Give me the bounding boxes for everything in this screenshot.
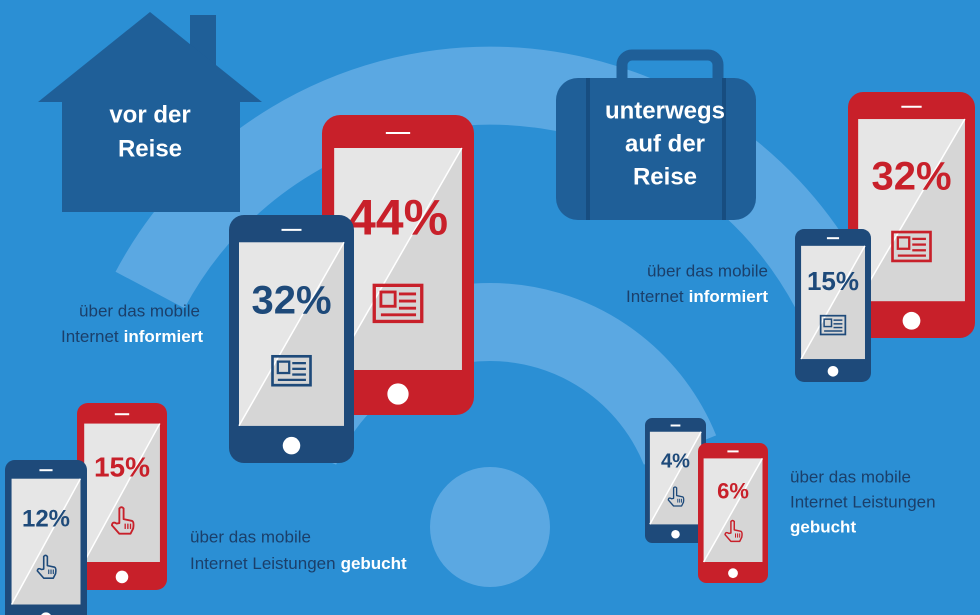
percentage: 15% [94, 452, 150, 483]
percentage: 12% [22, 506, 70, 533]
home-button [728, 568, 738, 578]
caption: Internet [626, 287, 684, 306]
phone: 6% [698, 443, 768, 583]
home-button [828, 366, 839, 377]
phone: 4% [645, 418, 706, 543]
caption: Internet informiert [61, 327, 203, 346]
percentage: 6% [717, 478, 749, 503]
caption-bold: gebucht [341, 554, 407, 573]
caption: über das mobile [790, 467, 911, 486]
caption-bold: gebucht [790, 517, 856, 536]
caption-bold: informiert [689, 287, 769, 306]
home-button [116, 571, 129, 584]
caption: über das mobile [79, 301, 200, 320]
caption: Internet informiert [626, 287, 768, 306]
caption-bold: informiert [124, 327, 204, 346]
percentage: 15% [807, 266, 859, 296]
phone: 32% [229, 215, 354, 463]
home-button [903, 312, 921, 330]
caption: Internet Leistungen [790, 492, 936, 511]
title-line: Reise [118, 135, 182, 162]
infographic: vor der Reise unterwegs auf der Reise üb… [0, 0, 980, 615]
percentage: 44% [348, 189, 448, 245]
caption: über das mobile [647, 261, 768, 280]
title-line: vor der [109, 101, 190, 128]
title-line: auf der [625, 130, 705, 157]
page: vor der Reise unterwegs auf der Reise üb… [0, 0, 980, 615]
home-button [671, 530, 680, 539]
caption: Internet Leistungen [190, 554, 336, 573]
wifi-dot [430, 467, 550, 587]
title-line: Reise [633, 163, 697, 190]
caption: über das mobile [190, 527, 311, 546]
phone: 15% [77, 403, 167, 590]
percentage: 32% [871, 155, 951, 199]
percentage: 32% [251, 278, 331, 322]
phone: 12% [5, 460, 87, 615]
home-button [387, 383, 408, 404]
caption: Internet Leistungen gebucht [190, 554, 407, 573]
home-button [283, 437, 301, 455]
caption: Internet [61, 327, 119, 346]
percentage: 4% [661, 451, 690, 473]
title-line: unterwegs [605, 97, 725, 124]
phone: 15% [795, 229, 871, 382]
